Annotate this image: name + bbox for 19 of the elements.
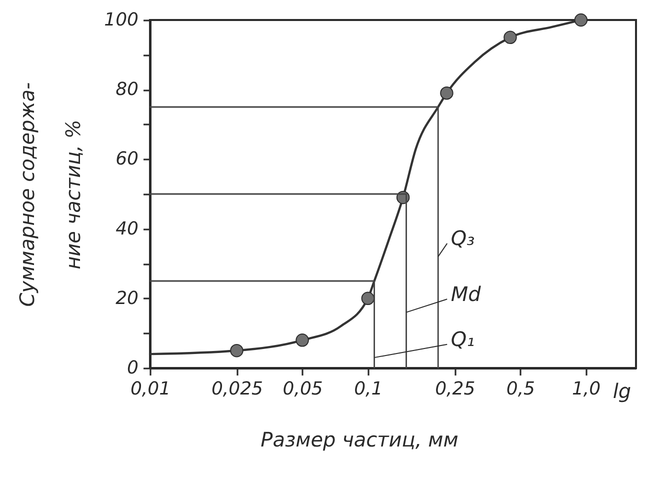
x-tick-label: 0,1 <box>354 378 383 400</box>
y-tick-label: 0 <box>127 358 138 378</box>
x-tick-label: 0,05 <box>282 378 323 400</box>
x-axis-title: Размер частиц, мм <box>260 428 458 452</box>
x-tick-label: 1,0 <box>572 378 601 400</box>
x-tick-label: 0,01 <box>130 378 171 400</box>
y-tick-label: 40 <box>116 218 138 240</box>
annotation: Md <box>450 282 482 306</box>
y-tick-label: 20 <box>116 288 138 309</box>
x-tick-label: 0,025 <box>211 378 263 400</box>
x-tick-label: 0,5 <box>506 378 536 400</box>
annotation: Q₃ <box>450 226 475 250</box>
y-axis-title: Суммарное содержа- ние частиц, % <box>15 82 86 307</box>
y-tick-label: 60 <box>116 148 138 170</box>
y-tick-label: 80 <box>116 79 138 100</box>
y-tick-label: 100 <box>104 10 138 30</box>
annotation: Q₁ <box>450 327 475 352</box>
text: lg <box>612 379 632 403</box>
x-tick-label: 0,25 <box>435 378 476 400</box>
